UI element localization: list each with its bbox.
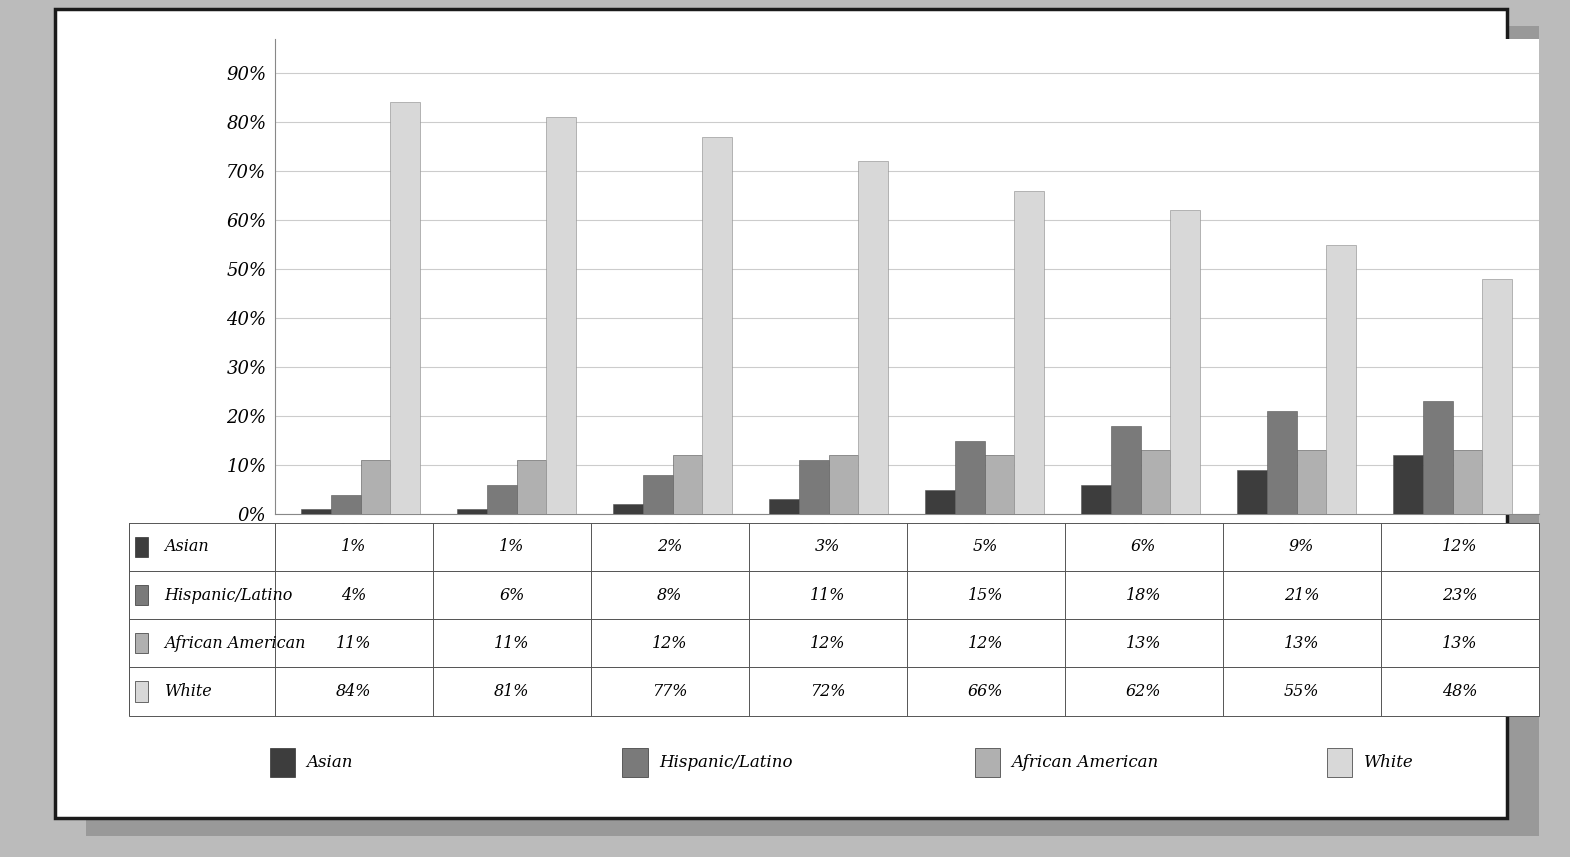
Bar — [391, 102, 419, 514]
Text: 13%: 13% — [1284, 635, 1319, 652]
Text: Asian: Asian — [165, 538, 209, 555]
Bar — [702, 136, 732, 514]
Bar — [135, 585, 148, 605]
Bar — [1452, 451, 1482, 514]
Text: 48%: 48% — [1441, 683, 1477, 700]
Text: 1%: 1% — [499, 538, 524, 555]
Text: 5%: 5% — [973, 538, 999, 555]
Bar — [1112, 426, 1141, 514]
Bar — [331, 494, 361, 514]
Text: 2%: 2% — [656, 538, 683, 555]
Text: 12%: 12% — [969, 635, 1003, 652]
Bar — [622, 748, 647, 777]
Bar — [517, 460, 546, 514]
Bar — [487, 485, 517, 514]
Text: 72%: 72% — [810, 683, 845, 700]
Bar — [925, 489, 955, 514]
Bar — [1327, 244, 1356, 514]
Text: 13%: 13% — [1441, 635, 1477, 652]
Text: African American: African American — [165, 635, 306, 652]
Bar — [270, 748, 295, 777]
Bar — [301, 509, 331, 514]
Bar — [859, 161, 889, 514]
Bar — [129, 619, 1539, 668]
Text: 62%: 62% — [1126, 683, 1162, 700]
Text: 23%: 23% — [1441, 586, 1477, 603]
Bar — [1422, 401, 1452, 514]
Bar — [1237, 470, 1267, 514]
Bar — [129, 668, 1539, 716]
Bar — [361, 460, 391, 514]
Bar — [129, 571, 1539, 619]
Bar — [129, 523, 1539, 571]
Text: 11%: 11% — [495, 635, 529, 652]
Text: Asian: Asian — [306, 754, 353, 771]
Bar — [1082, 485, 1112, 514]
Bar — [799, 460, 829, 514]
Bar — [1482, 279, 1512, 514]
Text: 77%: 77% — [652, 683, 688, 700]
Bar — [829, 455, 859, 514]
Text: 21%: 21% — [1284, 586, 1319, 603]
Text: 12%: 12% — [810, 635, 845, 652]
Text: Hispanic/Latino: Hispanic/Latino — [165, 586, 294, 603]
Text: 11%: 11% — [336, 635, 372, 652]
Bar — [955, 440, 984, 514]
Bar — [1141, 451, 1170, 514]
Bar — [614, 505, 644, 514]
Text: 13%: 13% — [1126, 635, 1162, 652]
Bar — [984, 455, 1014, 514]
Text: 8%: 8% — [656, 586, 683, 603]
Text: 6%: 6% — [1130, 538, 1157, 555]
Bar — [769, 500, 799, 514]
Text: 55%: 55% — [1284, 683, 1319, 700]
Text: 18%: 18% — [1126, 586, 1162, 603]
Bar — [1327, 748, 1352, 777]
Text: 9%: 9% — [1289, 538, 1314, 555]
Text: 4%: 4% — [341, 586, 366, 603]
Text: 66%: 66% — [969, 683, 1003, 700]
Bar — [975, 748, 1000, 777]
Text: 6%: 6% — [499, 586, 524, 603]
Text: 3%: 3% — [815, 538, 840, 555]
Bar — [1267, 411, 1297, 514]
Text: White: White — [1364, 754, 1413, 771]
Text: 84%: 84% — [336, 683, 372, 700]
Text: Hispanic/Latino: Hispanic/Latino — [659, 754, 793, 771]
Bar — [135, 536, 148, 557]
Bar — [546, 117, 576, 514]
Text: African American: African American — [1011, 754, 1159, 771]
Text: 11%: 11% — [810, 586, 845, 603]
Text: 1%: 1% — [341, 538, 366, 555]
Text: 12%: 12% — [652, 635, 688, 652]
Bar — [457, 509, 487, 514]
Text: 12%: 12% — [1441, 538, 1477, 555]
Text: 15%: 15% — [969, 586, 1003, 603]
Bar — [135, 633, 148, 653]
Bar — [672, 455, 702, 514]
Bar — [1170, 210, 1199, 514]
Bar — [1297, 451, 1327, 514]
Bar — [644, 475, 672, 514]
Text: 81%: 81% — [495, 683, 529, 700]
Bar — [1014, 190, 1044, 514]
Bar — [135, 681, 148, 702]
Bar — [1394, 455, 1422, 514]
Text: White: White — [165, 683, 212, 700]
